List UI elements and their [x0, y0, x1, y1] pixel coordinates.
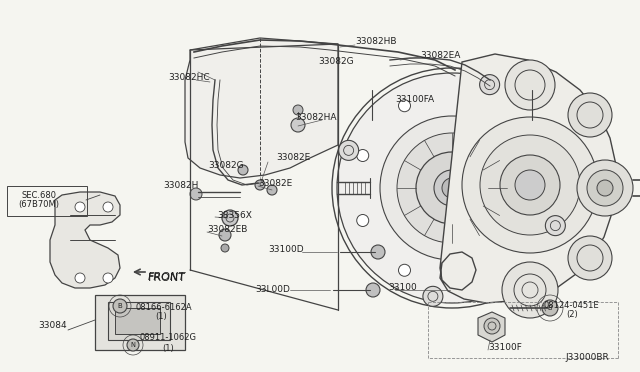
Text: 33L00D: 33L00D — [255, 285, 290, 295]
Circle shape — [577, 160, 633, 216]
Circle shape — [190, 188, 202, 200]
Circle shape — [103, 273, 113, 283]
Circle shape — [505, 60, 555, 110]
Circle shape — [519, 243, 531, 255]
Text: 33082H: 33082H — [163, 180, 198, 189]
Circle shape — [484, 318, 500, 334]
Circle shape — [291, 118, 305, 132]
Circle shape — [515, 170, 545, 200]
Circle shape — [103, 202, 113, 212]
Circle shape — [238, 165, 248, 175]
Text: 33082HC: 33082HC — [168, 74, 210, 83]
Text: 33100: 33100 — [388, 283, 417, 292]
Text: J33000BR: J33000BR — [565, 353, 609, 362]
Text: 08911-1062G: 08911-1062G — [140, 334, 197, 343]
Text: (67B70M): (67B70M) — [18, 201, 59, 209]
Circle shape — [462, 117, 598, 253]
Circle shape — [366, 283, 380, 297]
Circle shape — [480, 135, 580, 235]
Circle shape — [337, 73, 567, 303]
Circle shape — [568, 93, 612, 137]
Text: FRONT: FRONT — [148, 272, 186, 282]
Circle shape — [113, 299, 127, 313]
Text: FRONT: FRONT — [148, 273, 186, 283]
Polygon shape — [478, 312, 505, 342]
Text: 38356X: 38356X — [217, 211, 252, 219]
Circle shape — [75, 202, 85, 212]
Circle shape — [434, 170, 470, 206]
Circle shape — [356, 215, 369, 227]
Circle shape — [356, 150, 369, 161]
Text: 33082E: 33082E — [276, 154, 310, 163]
Circle shape — [127, 339, 139, 351]
Circle shape — [380, 116, 524, 260]
Circle shape — [587, 170, 623, 206]
Text: 33082EA: 33082EA — [420, 51, 460, 60]
Polygon shape — [185, 38, 338, 178]
Circle shape — [519, 121, 531, 133]
Circle shape — [399, 100, 410, 112]
Text: B: B — [118, 303, 122, 309]
Text: N: N — [131, 342, 136, 348]
Text: (1): (1) — [155, 312, 167, 321]
Text: 33084: 33084 — [38, 321, 67, 330]
Text: 08166-6162A: 08166-6162A — [136, 302, 193, 311]
Circle shape — [423, 286, 443, 306]
Circle shape — [416, 152, 488, 224]
Text: (1): (1) — [162, 343, 173, 353]
Polygon shape — [50, 192, 120, 288]
Circle shape — [597, 180, 613, 196]
Circle shape — [339, 140, 358, 160]
Text: (2): (2) — [566, 311, 578, 320]
Circle shape — [541, 182, 553, 194]
Text: 33082EB: 33082EB — [207, 225, 248, 234]
Text: 08124-0451E: 08124-0451E — [544, 301, 600, 310]
Circle shape — [267, 185, 277, 195]
Circle shape — [371, 245, 385, 259]
Circle shape — [399, 264, 410, 276]
Circle shape — [463, 276, 474, 288]
Circle shape — [463, 89, 474, 100]
Circle shape — [542, 300, 558, 316]
Polygon shape — [440, 54, 616, 303]
Circle shape — [221, 244, 229, 252]
Circle shape — [293, 105, 303, 115]
Text: 33082G: 33082G — [318, 58, 354, 67]
Text: B: B — [548, 305, 552, 311]
Circle shape — [397, 133, 507, 243]
Circle shape — [500, 155, 560, 215]
Polygon shape — [95, 295, 185, 350]
Text: 33082HB: 33082HB — [355, 38, 397, 46]
Text: 33100D: 33100D — [268, 246, 303, 254]
Text: 33082E: 33082E — [258, 179, 292, 187]
Polygon shape — [115, 308, 160, 334]
Circle shape — [442, 178, 462, 198]
Circle shape — [545, 216, 565, 235]
Circle shape — [479, 75, 500, 94]
Circle shape — [219, 229, 231, 241]
Circle shape — [502, 262, 558, 318]
Circle shape — [255, 180, 265, 190]
Text: 33100F: 33100F — [488, 343, 522, 353]
Polygon shape — [108, 302, 170, 340]
Circle shape — [568, 236, 612, 280]
Circle shape — [75, 273, 85, 283]
Text: SEC.680: SEC.680 — [22, 190, 57, 199]
Circle shape — [222, 210, 238, 226]
Text: 33100FA: 33100FA — [395, 96, 434, 105]
Text: 33082G: 33082G — [208, 160, 244, 170]
Text: 33082HA: 33082HA — [295, 113, 337, 122]
